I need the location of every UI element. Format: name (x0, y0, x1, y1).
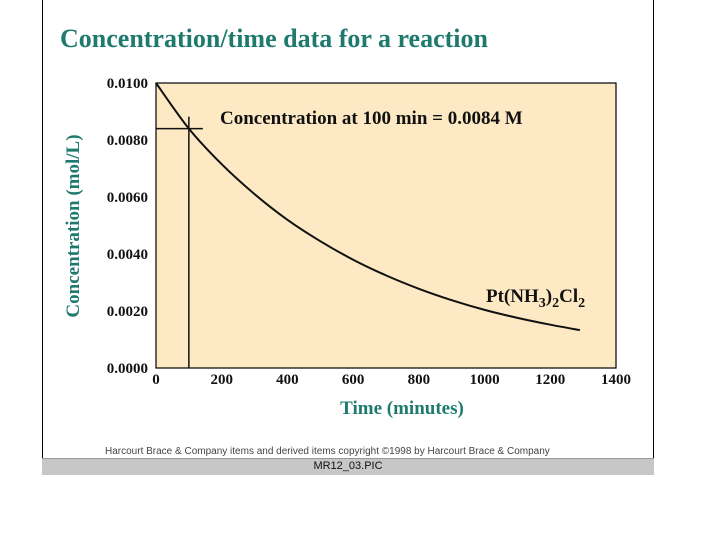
x-tick-label: 1400 (601, 372, 631, 388)
x-tick-label: 800 (408, 372, 431, 388)
y-axis-title: Concentration (mol/L) (63, 134, 84, 317)
plot-area (155, 82, 617, 369)
series-label: Pt(NH3)2Cl2 (486, 286, 585, 311)
axis-ticks: 0 200 400 600 800 1000 1200 1400 0.0000 0.0020 0.0… (107, 76, 631, 388)
x-tick-label: 1000 (470, 372, 500, 388)
series-line-pt-nh3-2-cl2 (155, 82, 581, 332)
series-label-part: Cl (559, 286, 578, 307)
series-label-part: ) (546, 286, 552, 307)
x-tick-label: 1200 (535, 372, 565, 388)
y-tick-label: 0.0040 (107, 247, 148, 263)
y-tick-label: 0.0080 (107, 133, 148, 149)
y-tick-label: 0.0100 (107, 76, 148, 92)
chart-title: Concentration/time data for a reaction (60, 24, 488, 53)
series-label-sub: 3 (539, 296, 546, 311)
x-tick-label: 200 (210, 372, 233, 388)
series-label-part: Pt(NH (486, 286, 539, 307)
x-tick-label: 400 (276, 372, 299, 388)
y-tick-label: 0.0020 (107, 304, 148, 320)
y-tick-label: 0.0000 (107, 361, 148, 377)
x-tick-label: 0 (152, 372, 160, 388)
annotation-text: Concentration at 100 min = 0.0084 M (220, 108, 523, 129)
x-axis-title: Time (minutes) (340, 398, 464, 419)
footer-bar: MR12_03.PIC (42, 458, 654, 475)
y-tick-label: 0.0060 (107, 190, 148, 206)
series-label-sub: 2 (552, 296, 559, 311)
footer-filename: MR12_03.PIC (313, 460, 383, 472)
series-label-sub: 2 (578, 296, 585, 311)
copyright-notice: Harcourt Brace & Company items and deriv… (105, 446, 550, 457)
x-tick-label: 600 (342, 372, 365, 388)
